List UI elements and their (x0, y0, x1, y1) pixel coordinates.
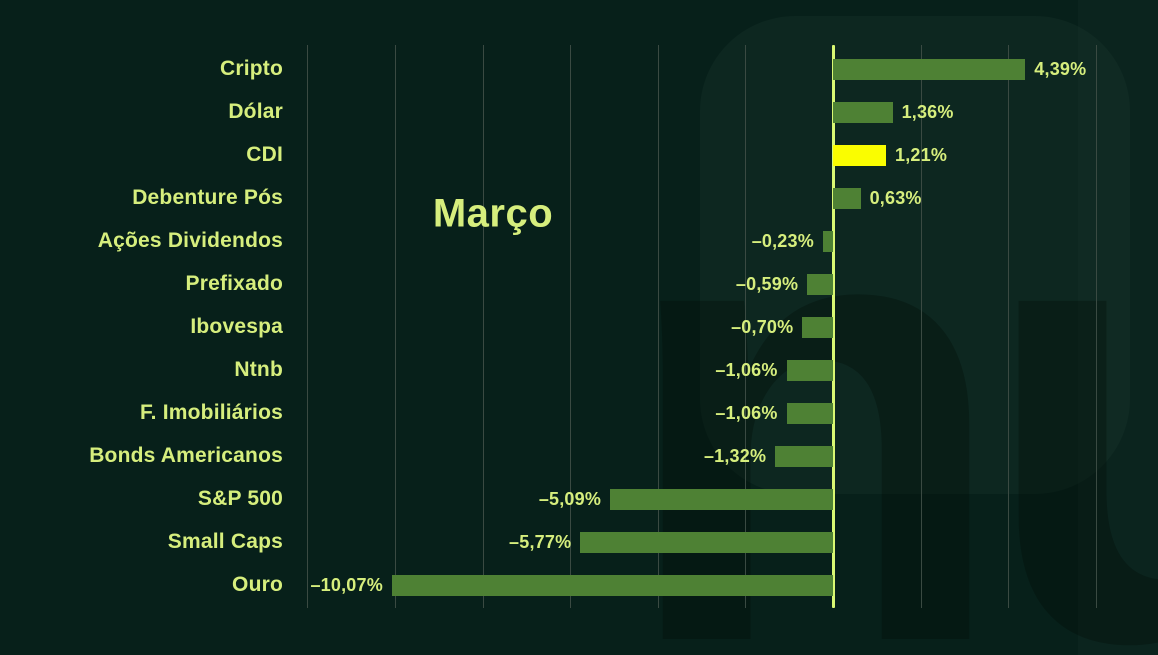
value-label: –0,59% (735, 274, 799, 294)
category-label: Small Caps (167, 530, 283, 553)
bar-segment (833, 187, 861, 209)
value-label: –5,09% (538, 489, 602, 509)
category-label: Debenture Pós (132, 186, 283, 209)
value-label: 4,39% (1034, 59, 1087, 79)
gridline (570, 45, 572, 608)
category-label: Cripto (219, 57, 283, 80)
gridline (395, 45, 396, 608)
bar-highlighted (833, 144, 886, 166)
bar-segment (610, 488, 833, 510)
category-label: Ntnb (234, 358, 283, 381)
value-label: –5,77% (509, 532, 572, 552)
category-label: Ibovespa (190, 315, 283, 338)
bar-segment (786, 359, 833, 381)
bar-segment (802, 316, 833, 338)
category-label: S&P 500 (197, 487, 283, 510)
value-label: –1,06% (715, 403, 778, 423)
category-label: Ações Dividendos (97, 229, 283, 252)
background-rounded-shape (700, 16, 1130, 494)
bar-segment (391, 574, 833, 596)
bar-segment (775, 445, 833, 467)
category-label: F. Imobiliários (139, 401, 283, 424)
category-label: Dólar (228, 100, 283, 123)
gridline (1095, 45, 1097, 608)
gridline (745, 45, 747, 608)
category-label: Prefixado (185, 272, 283, 295)
brand-watermark: nu (618, 60, 1158, 655)
value-label: –0,70% (731, 317, 794, 337)
gridline (307, 45, 309, 608)
bar-segment (580, 531, 833, 553)
category-label: Bonds Americanos (89, 444, 283, 467)
zero-axis-line (832, 45, 835, 608)
gridline (482, 45, 484, 608)
value-label: 1,21% (894, 145, 948, 165)
gridline (657, 45, 659, 608)
value-label: –1,32% (703, 446, 767, 466)
bar-segment (786, 402, 833, 424)
background-band-shape (1078, 0, 1158, 655)
category-label: CDI (246, 143, 283, 166)
gridline (920, 45, 922, 608)
chart-title: Março (432, 191, 554, 236)
bar-segment (822, 230, 833, 252)
value-label: 1,36% (901, 102, 954, 122)
category-label: Ouro (232, 573, 283, 596)
value-label: 0,63% (869, 188, 922, 208)
bar-segment (807, 273, 833, 295)
value-label: –10,07% (310, 575, 383, 595)
gridline (1008, 45, 1010, 608)
bar-segment (833, 58, 1026, 80)
value-label: –0,23% (751, 231, 814, 251)
value-label: –1,06% (715, 360, 778, 380)
bar-segment (833, 101, 893, 123)
